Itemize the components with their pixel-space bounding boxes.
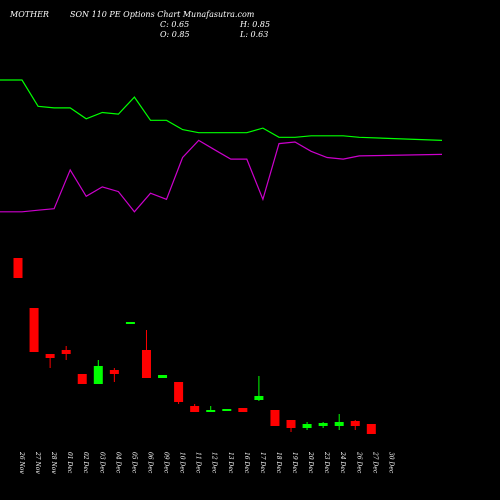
x-tick-label: 12 Dec: [211, 452, 218, 474]
candle-body: [141, 350, 151, 378]
chart-subtitle: SON 110 PE Options Chart Munafasutra.com: [70, 10, 255, 19]
candle-body: [125, 322, 135, 324]
x-tick-label: 20 Dec: [307, 451, 314, 474]
candle-body: [222, 409, 232, 411]
candle-body: [334, 422, 344, 426]
candle-body: [61, 350, 71, 354]
x-tick-label: 26 Nov: [18, 451, 25, 474]
candle-body: [270, 410, 280, 426]
candle-body: [318, 423, 328, 426]
candle-body: [286, 420, 296, 428]
x-tick-label: 01 Dec: [66, 452, 73, 474]
x-tick-label: 27 Dec: [371, 451, 378, 474]
chart-symbol: MOTHER: [10, 10, 49, 19]
x-tick-label: 04 Dec: [114, 452, 121, 474]
x-tick-label: 09 Dec: [163, 452, 170, 474]
candle-body: [45, 354, 55, 358]
x-tick-label: 11 Dec: [195, 452, 202, 474]
green-indicator-line: [0, 79, 443, 141]
candle-body: [254, 396, 264, 400]
x-tick-label: 10 Dec: [179, 452, 186, 474]
x-tick-label: 16 Dec: [243, 452, 250, 474]
close-value: C: 0.65: [160, 20, 190, 29]
candle-body: [238, 408, 248, 412]
x-tick-label: 03 Dec: [98, 452, 105, 474]
candle-body: [29, 308, 39, 352]
indicator-lines: [0, 79, 443, 213]
x-tick-label: 05 Dec: [130, 452, 137, 474]
x-tick-label: 02 Dec: [82, 452, 89, 474]
x-tick-label: 28 Nov: [50, 451, 57, 474]
candle-body: [93, 366, 103, 384]
x-tick-label: 13 Dec: [227, 452, 234, 474]
x-tick-label: 17 Dec: [259, 452, 266, 474]
low-value: L: 0.63: [240, 30, 269, 39]
x-tick-label: 06 Dec: [146, 452, 153, 474]
open-value: O: 0.85: [160, 30, 190, 39]
candle-body: [190, 406, 200, 412]
candle-body: [206, 410, 216, 412]
candle-body: [13, 258, 23, 278]
candle-body: [302, 424, 312, 428]
candle-body: [366, 424, 376, 434]
x-axis-labels: 26 Nov 27 Nov 28 Nov 01 Dec 02 Dec 03 Dec 04 D…: [18, 451, 394, 474]
candle-body: [350, 421, 360, 426]
x-tick-label: 19 Dec: [291, 452, 298, 474]
candle-body: [174, 382, 184, 402]
candle-body: [158, 375, 168, 378]
x-tick-label: 18 Dec: [275, 452, 282, 474]
magenta-indicator-line: [0, 139, 443, 213]
candle-body: [77, 374, 87, 384]
high-value: H: 0.85: [240, 20, 271, 29]
x-tick-label: 26 Dec: [355, 451, 362, 474]
x-tick-label: 24 Dec: [339, 451, 346, 474]
x-tick-label: 27 Nov: [34, 451, 41, 474]
x-tick-label: 23 Dec: [323, 451, 330, 474]
candle-body: [109, 370, 119, 374]
candlesticks: [13, 258, 376, 434]
x-tick-label: 30 Dec: [387, 452, 394, 474]
